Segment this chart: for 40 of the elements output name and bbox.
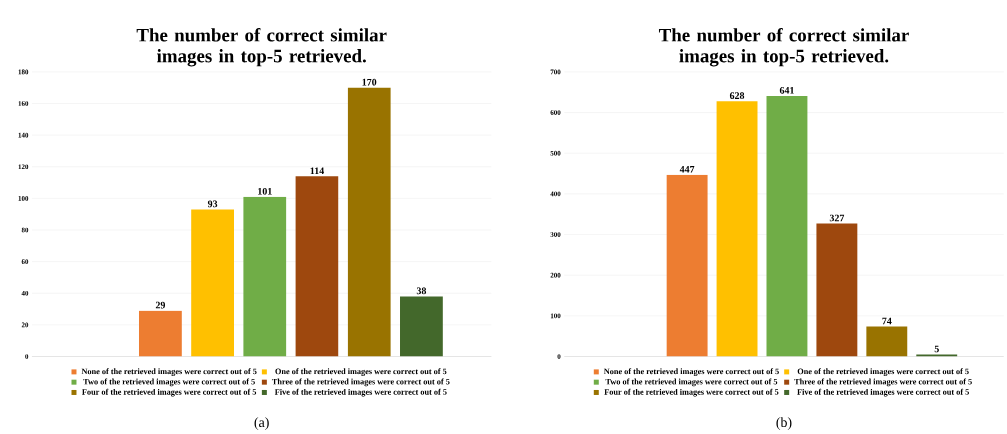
legend-label: Five of the retrieved images were correct out of 5 [797,388,969,397]
data-label: 641 [779,86,794,94]
bar [191,209,234,357]
legend-label: Four of the retrieved images were correct out of 5 [604,388,779,397]
legend-label: Three of the retrieved images were correct out of 5 [794,378,972,386]
legend-label: One of the retrieved images were correct out of 5 [797,368,969,376]
bar [347,87,391,357]
data-label: 170 [362,78,377,86]
bar [295,176,339,357]
bar [666,174,708,357]
chart-title: The number of correct similar images in top-5 retrieved. [658,27,909,67]
legend-label: Three of the retrieved images were correct out of 5 [271,378,450,386]
legend-label: None of the retrieved images were correct out of 5 [603,368,779,376]
bar [716,100,758,357]
data-label: 38 [416,287,427,295]
bar [243,196,287,357]
data-label: 101 [258,187,272,195]
data-label: 327 [829,214,845,222]
data-label: 74 [882,317,892,325]
bar [400,296,443,357]
data-label: 93 [207,200,218,208]
legend-label: Two of the retrieved images were correct out of 5 [605,378,778,386]
bar [816,223,858,357]
legend-label: One of the retrieved images were correct out of 5 [275,368,447,376]
bar [766,95,808,357]
data-label: 447 [679,165,695,173]
legend-label: Four of the retrieved images were correct out of 5 [82,388,257,397]
legend-label: Two of the retrieved images were correct out of 5 [83,378,255,386]
bar [866,326,908,357]
bar [916,354,958,357]
data-label: 29 [155,301,166,309]
chart-title: The number of correct similar images in top-5 retrieved. [136,27,387,67]
data-label: 5 [934,345,939,353]
legend-label: None of the retrieved images were correct out of 5 [81,368,257,376]
text: (a) [254,417,269,430]
data-label: 628 [729,92,745,99]
legend-label: Five of the retrieved images were correct out of 5 [274,388,447,397]
bar [138,310,182,357]
data-label: 114 [310,167,325,174]
text: (b) [776,417,792,430]
